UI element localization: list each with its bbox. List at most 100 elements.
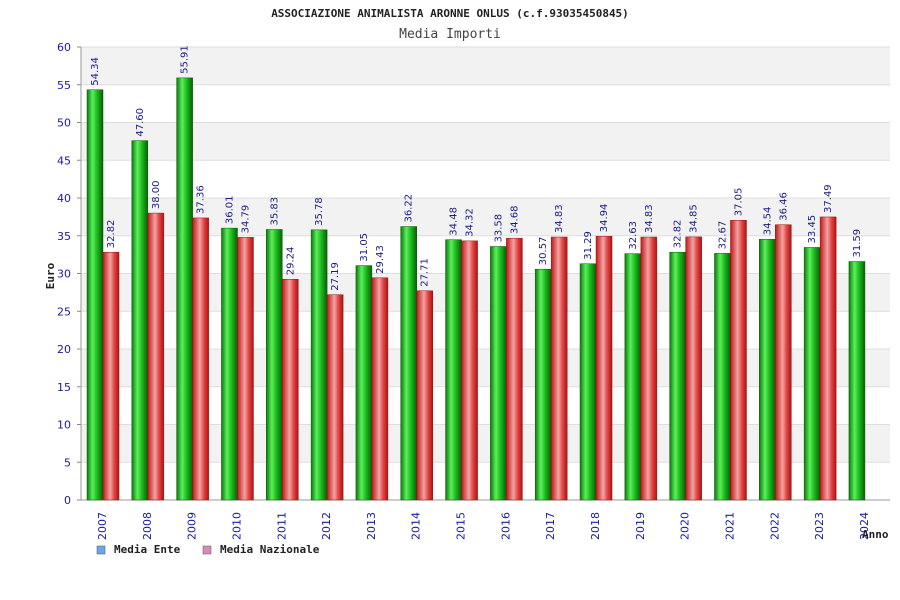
x-tick-label: 2011: [275, 512, 288, 540]
bar-media-ente-2007: [86, 89, 104, 501]
grid-band: [81, 47, 890, 85]
bar-media-ente-2016: [490, 246, 507, 501]
data-label-media-ente-2016: 33.58: [493, 214, 504, 243]
bar-media-ente-2022: [759, 238, 776, 501]
data-label-media-nazionale-2020: 34.85: [689, 204, 700, 233]
legend-swatch-media-nazionale: [202, 545, 212, 555]
bar-media-ente-2023: [803, 247, 821, 501]
x-tick-label: 2017: [544, 512, 557, 540]
bar-media-nazionale-2019: [640, 236, 658, 501]
data-label-media-ente-2019: 32.63: [628, 221, 639, 250]
bar-media-nazionale-2008: [147, 212, 165, 501]
grid-band: [81, 122, 890, 161]
y-tick-label: 0: [64, 494, 71, 507]
x-axis-label: Anno: [862, 528, 889, 541]
data-label-media-ente-2009: 55.91: [180, 45, 191, 74]
legend-label-media-nazionale: Media Nazionale: [220, 543, 320, 556]
data-label-media-ente-2015: 34.48: [449, 207, 460, 236]
x-tick-label: 2018: [589, 512, 602, 540]
bar-media-ente-2008: [131, 140, 149, 501]
x-tick-label: 2015: [455, 512, 468, 540]
bar-media-ente-2012: [310, 229, 328, 501]
bar-media-ente-2013: [355, 265, 373, 501]
legend-swatch-media-ente: [96, 545, 106, 555]
y-tick-label: 30: [57, 268, 71, 281]
data-label-media-nazionale-2009: 37.36: [196, 185, 207, 214]
data-label-media-ente-2008: 47.60: [135, 108, 146, 137]
x-tick-label: 2023: [813, 512, 826, 540]
x-tick-label: 2020: [679, 512, 692, 540]
x-tick-label: 2009: [186, 512, 199, 540]
bar-media-nazionale-2007: [102, 251, 120, 501]
legend: Media Ente Media Nazionale: [96, 543, 320, 556]
y-tick-label: 25: [57, 305, 71, 318]
data-label-media-nazionale-2012: 27.19: [330, 262, 341, 291]
x-tick-label: 2019: [634, 512, 647, 540]
y-axis-label: Euro: [44, 262, 57, 289]
y-tick-label: 60: [57, 41, 71, 54]
x-tick-label: 2022: [768, 512, 781, 540]
data-label-media-ente-2011: 35.83: [269, 197, 280, 226]
x-tick-label: 2012: [320, 512, 333, 540]
bar-media-nazionale-2020: [685, 236, 702, 501]
bar-media-ente-2018: [579, 263, 597, 501]
data-label-media-nazionale-2014: 27.71: [420, 258, 431, 287]
bar-media-nazionale-2017: [550, 236, 568, 501]
data-label-media-nazionale-2011: 29.24: [285, 247, 296, 276]
grid-band: [81, 424, 890, 463]
bar-media-ente-2015: [445, 239, 462, 501]
y-tick-label: 45: [57, 154, 71, 167]
bar-media-nazionale-2016: [506, 237, 523, 501]
data-label-media-nazionale-2018: 34.94: [599, 204, 610, 233]
data-label-media-nazionale-2007: 32.82: [106, 220, 117, 249]
data-label-media-ente-2012: 35.78: [314, 197, 325, 226]
y-tick-label: 35: [57, 230, 71, 243]
legend-label-media-ente: Media Ente: [114, 543, 181, 556]
y-tick-label: 5: [64, 456, 71, 469]
y-tick-label: 20: [57, 343, 71, 356]
bar-media-nazionale-2014: [416, 290, 433, 501]
bar-media-nazionale-2012: [326, 294, 344, 501]
y-tick-label: 40: [57, 192, 71, 205]
bar-media-nazionale-2010: [237, 237, 254, 501]
bar-media-nazionale-2021: [730, 220, 747, 501]
data-label-media-nazionale-2015: 34.32: [465, 208, 476, 237]
grid-band: [81, 386, 890, 425]
x-tick-label: 2013: [365, 512, 378, 540]
grid-band: [81, 235, 890, 274]
x-tick-label: 2010: [230, 512, 243, 540]
x-tick-label: 2014: [410, 512, 423, 540]
data-label-media-nazionale-2016: 34.68: [509, 206, 520, 235]
data-label-media-ente-2014: 36.22: [404, 194, 415, 223]
bar-media-nazionale-2011: [282, 278, 299, 501]
y-tick-label: 10: [57, 419, 71, 432]
data-label-media-ente-2013: 31.05: [359, 233, 370, 262]
data-label-media-nazionale-2008: 38.00: [151, 180, 162, 209]
data-label-media-nazionale-2013: 29.43: [375, 245, 386, 274]
data-label-media-ente-2007: 54.34: [90, 57, 101, 86]
bar-media-ente-2017: [534, 268, 552, 501]
grid-band: [81, 349, 890, 387]
data-label-media-ente-2024: 31.59: [852, 229, 863, 258]
grid-band: [81, 311, 890, 349]
grid-band: [81, 462, 890, 500]
x-tick-label: 2008: [141, 512, 154, 540]
bar-media-nazionale-2018: [595, 235, 613, 501]
grid-band: [81, 198, 890, 236]
grid-band: [81, 160, 890, 198]
data-label-media-ente-2018: 31.29: [583, 231, 594, 260]
bar-media-ente-2011: [266, 229, 283, 501]
plot-area: 0 5 10 15 20 25 30 35 40 45 50 55 60 54.34 32.82 2007 47…: [57, 41, 890, 540]
bar-media-nazionale-2009: [192, 217, 209, 501]
data-label-media-ente-2010: 36.01: [224, 195, 235, 224]
bar-media-ente-2020: [669, 251, 686, 501]
chart-subtitle: Media Importi: [399, 27, 501, 42]
y-tick-label: 50: [57, 117, 71, 130]
grid-band: [81, 273, 890, 312]
chart-title: ASSOCIAZIONE ANIMALISTA ARONNE ONLUS (c.…: [271, 7, 629, 20]
data-label-media-ente-2023: 33.45: [807, 215, 818, 244]
x-tick-label: 2024: [858, 512, 871, 540]
bar-media-nazionale-2013: [371, 277, 389, 501]
x-tick-label: 2021: [723, 512, 736, 540]
